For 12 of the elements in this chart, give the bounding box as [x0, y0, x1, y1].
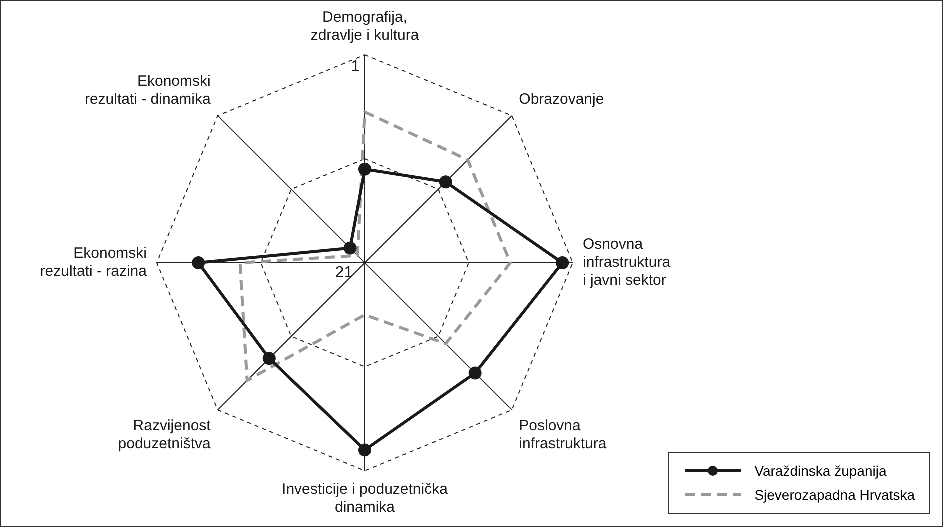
- spoke-label: Poslovna infrastruktura: [519, 417, 608, 452]
- legend-label: Sjeverozapadna Hrvatska: [754, 487, 915, 503]
- spoke-label: Obrazovanje: [519, 90, 604, 108]
- spoke-label: Demografija, zdravlje i kultura: [310, 9, 420, 44]
- spoke-label: Investicije i poduzetnička dinamika: [282, 481, 449, 516]
- spoke-label: Ekonomski rezultati - dinamika: [84, 72, 212, 108]
- y-tick-label: 1: [351, 58, 360, 76]
- spoke-label: Ekonomski rezultati - razina: [40, 245, 148, 280]
- y-tick-label: 21: [335, 264, 354, 282]
- spoke-label: Razvijenost poduzetništva: [118, 417, 212, 452]
- legend-label: Varaždinska županija: [754, 463, 887, 479]
- spoke-label: Osnovna infrastruktura i javni sektor: [583, 236, 672, 290]
